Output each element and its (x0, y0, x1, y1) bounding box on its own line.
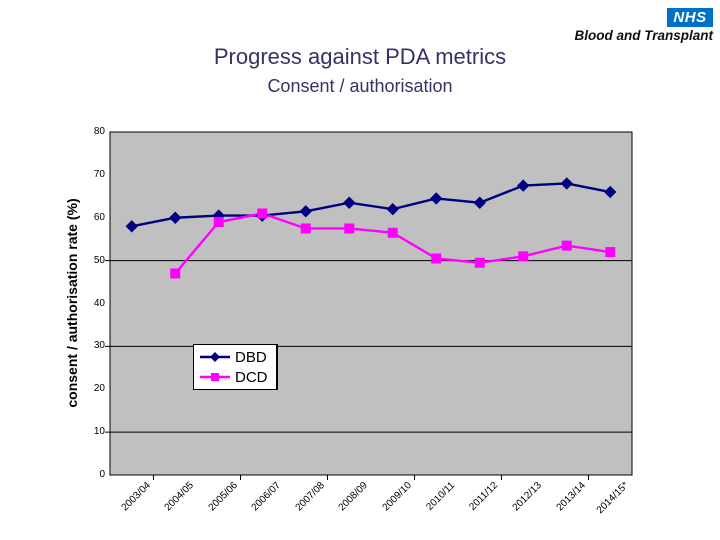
legend-marker (211, 373, 219, 381)
marker-dbd (517, 179, 530, 192)
marker-dbd (125, 220, 138, 233)
y-tick-label: 30 (93, 340, 105, 352)
y-tick-label: 40 (93, 297, 105, 309)
y-tick-label: 10 (93, 426, 105, 438)
marker-dbd (430, 192, 443, 205)
slide-title: Progress against PDA metrics (213, 44, 507, 69)
nhs-logo-text: NHS (673, 9, 707, 26)
y-tick-label: 0 (99, 469, 105, 480)
marker-dbd (473, 196, 486, 209)
nhs-org-name: Blood and Transplant (574, 28, 713, 43)
legend-diamond-icon (200, 352, 230, 362)
legend-square-icon (200, 373, 230, 381)
marker-dcd (387, 227, 398, 238)
y-tick-label: 50 (93, 254, 105, 266)
marker-dcd (561, 240, 572, 251)
legend-label: DBD (235, 348, 267, 366)
marker-dbd (169, 211, 182, 224)
nhs-logo-icon: NHS (667, 8, 713, 27)
series-line-dbd (131, 182, 611, 228)
legend-entry-dcd: DCD (200, 369, 276, 386)
legend-marker (210, 352, 220, 362)
marker-dcd (431, 253, 442, 264)
marker-dbd (560, 177, 573, 190)
legend-label: DCD (235, 368, 268, 386)
plot-area (110, 132, 632, 475)
marker-dbd (386, 202, 399, 216)
marker-dcd (300, 223, 311, 234)
y-tick-label: 60 (93, 211, 105, 223)
y-tick-label: 70 (93, 168, 105, 180)
marker-dcd (605, 247, 616, 258)
chart-legend: DBD DCD (193, 344, 278, 390)
marker-dbd (299, 205, 312, 218)
marker-dbd (343, 196, 356, 209)
marker-dcd (344, 223, 355, 234)
marker-dbd (604, 185, 617, 199)
marker-dcd (170, 268, 181, 279)
marker-dcd (474, 257, 485, 268)
marker-dcd (213, 217, 224, 228)
plot-border (109, 131, 633, 476)
legend-entry-dbd: DBD (200, 349, 276, 366)
marker-dcd (518, 251, 529, 262)
marker-dcd (257, 208, 268, 219)
slide-subtitle: Consent / authorisation (267, 76, 453, 96)
y-tick-label: 20 (93, 383, 105, 395)
y-tick-label: 80 (93, 126, 105, 137)
